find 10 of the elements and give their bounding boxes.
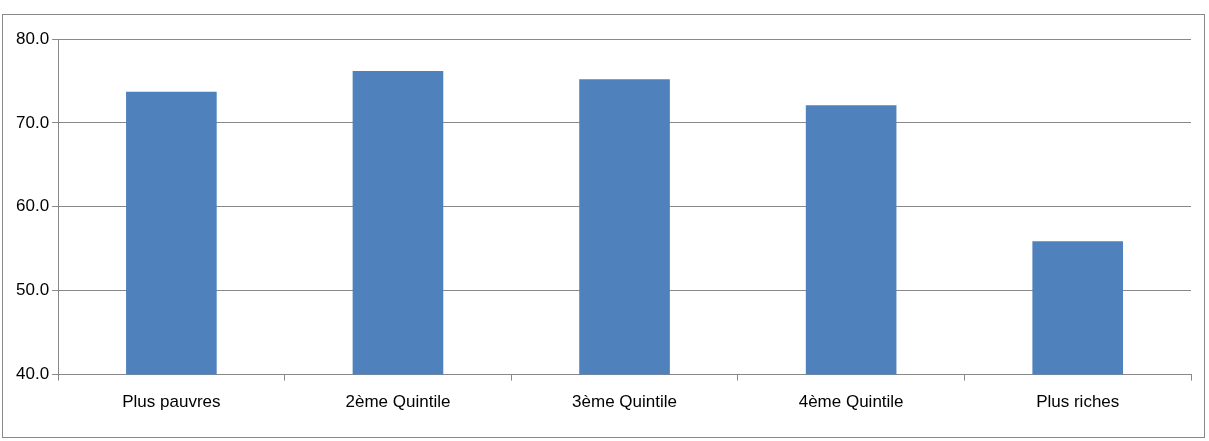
y-tick-label: 50.0 (15, 280, 50, 300)
y-tick-label: 60.0 (15, 196, 50, 216)
x-tick-label: 4ème Quintile (798, 392, 904, 412)
y-tick-label: 80.0 (15, 28, 50, 48)
x-tick-label: Plus pauvres (122, 392, 221, 412)
x-tick-label: 3ème Quintile (572, 392, 677, 412)
x-tick-label: Plus riches (1036, 392, 1120, 412)
y-tick-label: 40.0 (15, 364, 50, 384)
x-tick-label: 2ème Quintile (345, 392, 451, 412)
y-tick-label: 70.0 (15, 112, 50, 132)
